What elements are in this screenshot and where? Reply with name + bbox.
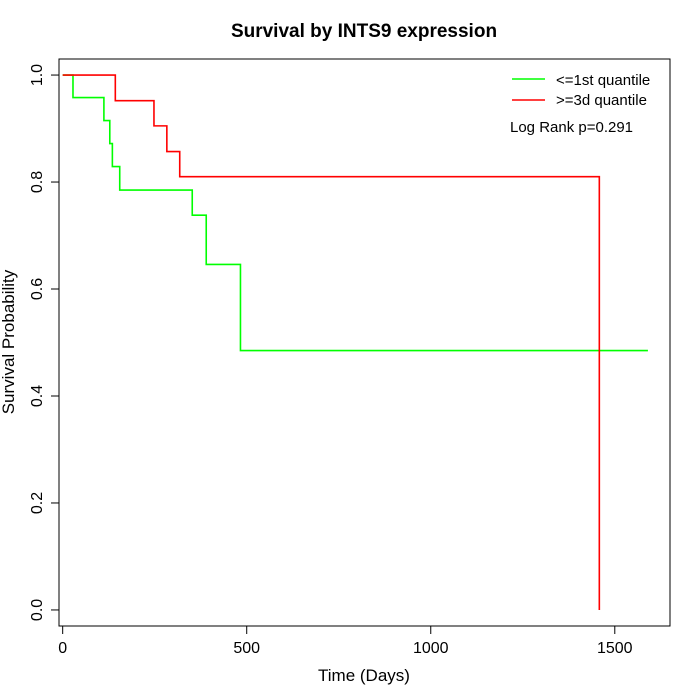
y-tick-label: 0.4 (29, 385, 46, 407)
y-tick-label: 0.0 (29, 599, 46, 621)
x-tick-label: 0 (58, 640, 67, 657)
series-line-high-quantile (62, 74, 601, 610)
y-tick-label: 0.6 (29, 278, 46, 300)
series-line-low-quantile (62, 74, 648, 352)
series-layer (62, 74, 648, 610)
y-tick-label: 0.2 (29, 492, 46, 514)
x-tick-label: 1500 (597, 640, 633, 657)
x-axis: 0 500 1000 1500 (58, 625, 633, 657)
legend-label-high-quantile: >=3d quantile (556, 92, 647, 109)
plot-frame (58, 58, 671, 627)
y-tick-label: 0.8 (29, 171, 46, 193)
log-rank-annotation: Log Rank p=0.291 (510, 119, 633, 136)
y-axis-label: Survival Probability (0, 269, 18, 414)
legend: <=1st quantile >=3d quantile Log Rank p=… (510, 72, 650, 136)
x-axis-label: Time (Days) (318, 666, 410, 685)
y-tick-label: 1.0 (29, 64, 46, 86)
chart-title: Survival by INTS9 expression (231, 21, 497, 42)
y-axis: 0.0 0.2 0.4 0.6 0.8 1.0 (29, 64, 60, 621)
legend-label-low-quantile: <=1st quantile (556, 72, 650, 89)
x-tick-label: 500 (233, 640, 260, 657)
x-tick-label: 1000 (413, 640, 449, 657)
